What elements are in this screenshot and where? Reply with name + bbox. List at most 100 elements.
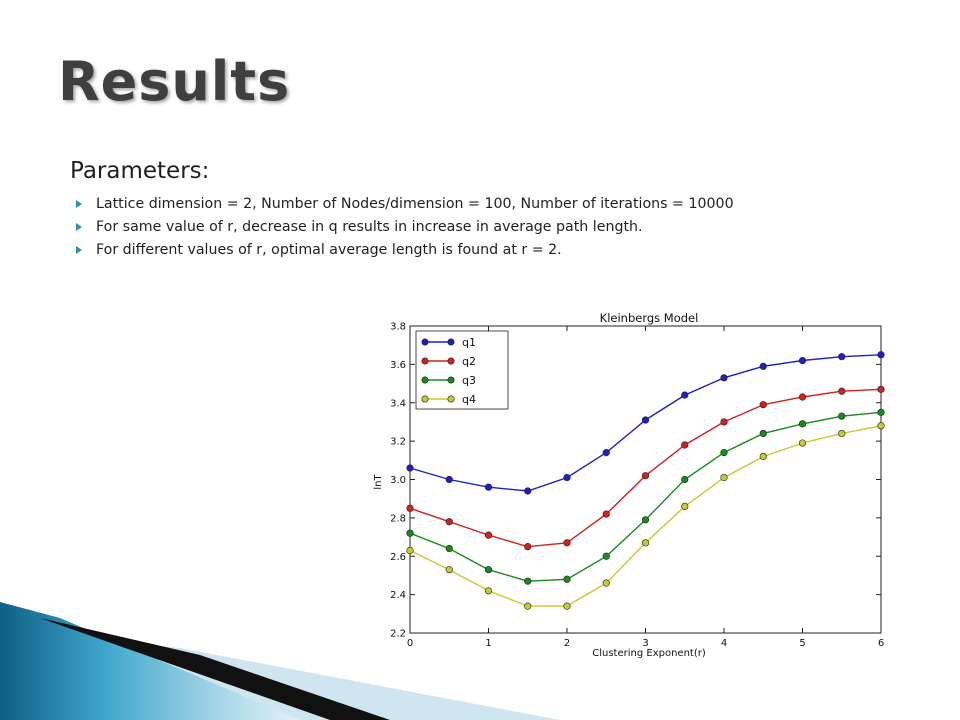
x-tick-label: 2 <box>564 638 570 649</box>
slide-decoration <box>0 602 560 720</box>
bullet-item: Lattice dimension = 2, Number of Nodes/d… <box>74 196 734 213</box>
arrow-bullet-icon <box>76 246 82 254</box>
series-group <box>406 351 885 610</box>
data-point-q3 <box>798 420 807 428</box>
deco-black-wedge <box>40 618 390 720</box>
x-tick-label: 5 <box>799 638 805 649</box>
series-line-q3 <box>409 411 882 582</box>
data-point-q1 <box>641 416 650 424</box>
series-line-q4 <box>409 425 882 607</box>
data-point-q3 <box>838 412 846 420</box>
data-point-q4 <box>681 502 689 510</box>
data-point-q2 <box>406 504 414 512</box>
x-tick-label: 3 <box>642 638 648 649</box>
legend-marker-q4 <box>447 395 455 403</box>
data-point-q4 <box>641 539 650 547</box>
legend-marker-q3 <box>421 376 429 384</box>
data-point-q2 <box>720 418 728 426</box>
data-point-q3 <box>877 408 885 416</box>
data-point-q1 <box>798 356 807 365</box>
y-tick-label: 2.4 <box>390 590 406 601</box>
data-point-q2 <box>524 543 532 551</box>
data-point-q4 <box>838 429 846 438</box>
chart-title: Kleinbergs Model <box>600 311 699 325</box>
data-point-q1 <box>759 362 767 370</box>
data-point-q2 <box>602 510 610 518</box>
data-point-q1 <box>445 475 453 484</box>
y-tick-label: 3.8 <box>390 322 406 333</box>
data-point-q1 <box>838 353 846 361</box>
data-point-q3 <box>406 529 414 537</box>
y-axis-label: lnT <box>373 474 384 490</box>
data-point-q4 <box>445 566 453 574</box>
bullet-text: For same value of r, decrease in q resul… <box>96 219 643 235</box>
data-point-q3 <box>641 516 650 524</box>
arrow-bullet-icon <box>76 223 82 231</box>
data-point-q3 <box>563 575 571 583</box>
y-tick-label: 3.4 <box>390 398 406 409</box>
data-point-q4 <box>798 439 807 447</box>
legend-box <box>415 330 509 410</box>
legend-label-q2: q2 <box>462 355 476 368</box>
data-point-q2 <box>759 401 767 409</box>
y-tick-label: 3.2 <box>390 437 406 448</box>
y-tick-label: 3.0 <box>390 475 406 486</box>
data-point-q2 <box>641 472 650 480</box>
data-point-q1 <box>681 391 689 399</box>
legend-marker-q4 <box>421 395 429 403</box>
legend: q1 q2 q3 q4 <box>421 336 476 406</box>
data-point-q4 <box>524 602 532 610</box>
data-point-q2 <box>838 387 846 395</box>
data-point-q4 <box>602 579 610 587</box>
data-point-q4 <box>759 452 767 461</box>
data-point-q1 <box>602 449 610 457</box>
legend-label-q3: q3 <box>462 374 476 387</box>
data-point-q3 <box>484 566 493 574</box>
data-point-q3 <box>759 429 767 438</box>
x-tick-label: 1 <box>485 638 491 649</box>
y-tick-label: 2.2 <box>390 629 406 640</box>
data-point-q1 <box>484 483 493 491</box>
data-point-q2 <box>563 539 571 547</box>
x-tick-label: 4 <box>721 638 727 649</box>
legend-marker-q2 <box>421 357 429 365</box>
bullet-text: Lattice dimension = 2, Number of Nodes/d… <box>96 196 734 212</box>
y-tick-label: 2.8 <box>390 513 406 524</box>
y-tick-label: 3.6 <box>390 360 406 371</box>
legend-marker-q2 <box>447 357 455 365</box>
bullet-item: For different values of r, optimal avera… <box>74 242 734 259</box>
data-point-q4 <box>563 602 571 610</box>
data-point-q4 <box>720 473 728 482</box>
legend-marker-q1 <box>421 338 429 346</box>
arrow-bullet-icon <box>76 200 82 208</box>
data-point-q3 <box>602 552 610 560</box>
data-point-q1 <box>524 487 532 495</box>
data-point-q4 <box>484 587 493 595</box>
data-point-q3 <box>720 449 728 457</box>
x-axis-label: Clustering Exponent(r) <box>592 648 706 659</box>
bullet-text: For different values of r, optimal avera… <box>96 242 562 258</box>
data-point-q4 <box>877 422 885 430</box>
data-point-q2 <box>445 518 453 526</box>
legend-label-q4: q4 <box>462 393 476 406</box>
y-tick-label: 2.6 <box>390 552 406 563</box>
data-point-q3 <box>445 544 453 553</box>
parameter-list: Lattice dimension = 2, Number of Nodes/d… <box>74 196 734 265</box>
data-point-q2 <box>484 531 493 539</box>
x-tick-label: 0 <box>407 638 413 649</box>
data-point-q1 <box>406 464 414 472</box>
data-point-q1 <box>877 351 885 359</box>
data-point-q1 <box>720 374 728 382</box>
legend-marker-q1 <box>447 338 455 346</box>
data-point-q4 <box>406 546 414 555</box>
data-point-q1 <box>563 473 571 482</box>
legend-marker-q3 <box>447 376 455 384</box>
data-point-q2 <box>877 385 885 393</box>
data-point-q2 <box>681 441 689 449</box>
parameters-heading: Parameters: <box>70 158 210 184</box>
x-tick-label: 6 <box>878 638 884 649</box>
data-point-q3 <box>524 577 532 585</box>
data-point-q2 <box>798 393 807 401</box>
slide-title: Results <box>58 50 291 113</box>
kleinberg-chart: Kleinbergs Model 2.2 2.4 2.6 2.8 3.0 3.2 3.4 3.… <box>373 311 885 659</box>
